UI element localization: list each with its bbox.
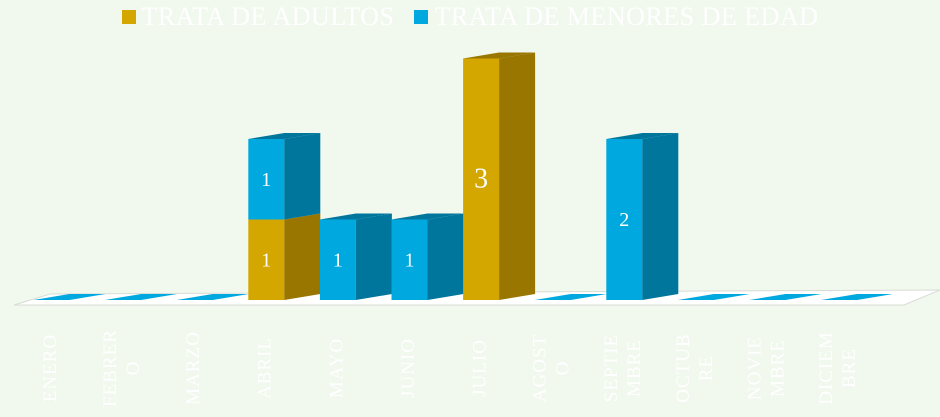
x-tick-label-junio: JUNIO <box>398 338 419 398</box>
bar-top-julio <box>463 52 536 59</box>
bar-side-menores-junio <box>427 213 464 300</box>
bar-top-octubre <box>677 294 750 300</box>
bar-top-abril <box>248 133 321 139</box>
bar-top-noviembre <box>749 294 822 300</box>
bar-top-septiembre <box>606 133 679 139</box>
x-tick-label-febrero-1: FEBRER <box>100 329 121 407</box>
data-label-menores-septiembre: 2 <box>619 209 629 231</box>
x-tick-label-diciembre-2: BRE <box>839 348 860 388</box>
x-tick-label-agosto-2: O <box>553 361 574 376</box>
bar-top-agosto <box>534 294 607 300</box>
data-label-menores-mayo: 1 <box>333 249 343 271</box>
x-tick-label-diciembre-1: DICIEM <box>816 331 837 405</box>
x-tick-label-octubre-1: OCTUB <box>673 333 694 402</box>
x-tick-label-enero: ENERO <box>40 334 61 402</box>
data-label-menores-abril: 1 <box>261 169 271 191</box>
bar-top-febrero <box>105 294 178 300</box>
data-label-adultos-julio: 3 <box>474 164 488 195</box>
bar-adultos-julio <box>463 58 500 300</box>
x-tick-label-agosto-1: AGOST <box>530 334 551 402</box>
bar-menores-mayo <box>319 219 356 300</box>
x-tick-label-mayo: MAYO <box>326 338 347 398</box>
legend-label-adultos: TRATA DE ADULTOS <box>141 2 395 31</box>
legend-item-menores: TRATA DE MENORES DE EDAD <box>414 2 818 32</box>
bar-top-marzo <box>176 294 249 300</box>
x-tick-label-marzo: MARZO <box>183 331 204 405</box>
bar-menores-junio <box>391 219 428 300</box>
data-label-menores-junio: 1 <box>405 249 415 271</box>
chart-legend: TRATA DE ADULTOS TRATA DE MENORES DE EDA… <box>0 2 940 32</box>
x-tick-label-septiembre-2: MBRE <box>624 339 645 397</box>
x-tick-label-septiembre-1: SEPTIE <box>601 334 622 402</box>
bar-menores-septiembre <box>606 139 643 300</box>
bar-side-adultos-abril <box>284 213 321 300</box>
legend-swatch-menores <box>414 10 429 24</box>
legend-label-menores: TRATA DE MENORES DE EDAD <box>434 2 819 31</box>
x-tick-label-abril: ABRIL <box>255 337 276 399</box>
bar-adultos-abril <box>248 219 285 300</box>
x-tick-label-noviembre-2: MBRE <box>767 339 788 397</box>
x-tick-label-noviembre-1: NOVIE <box>744 336 765 400</box>
x-tick-label-octubre-2: RE <box>696 355 717 381</box>
bar-menores-abril <box>248 139 285 220</box>
bar-top-enero <box>33 294 106 300</box>
x-tick-label-febrero-2: O <box>123 361 144 376</box>
bar-top-mayo <box>319 213 392 220</box>
bar-side-menores-abril <box>284 133 321 220</box>
legend-swatch-adultos <box>121 10 136 24</box>
bar-side-menores-mayo <box>355 213 392 300</box>
data-label-adultos-abril: 1 <box>261 249 271 271</box>
bar-side-menores-septiembre <box>642 133 679 300</box>
legend-item-adultos: TRATA DE ADULTOS <box>121 2 395 32</box>
bar-top-diciembre <box>821 294 894 300</box>
bar-top-junio <box>391 213 464 220</box>
bar-side-adultos-julio <box>499 52 536 300</box>
x-tick-label-julio: JULIO <box>469 339 490 397</box>
